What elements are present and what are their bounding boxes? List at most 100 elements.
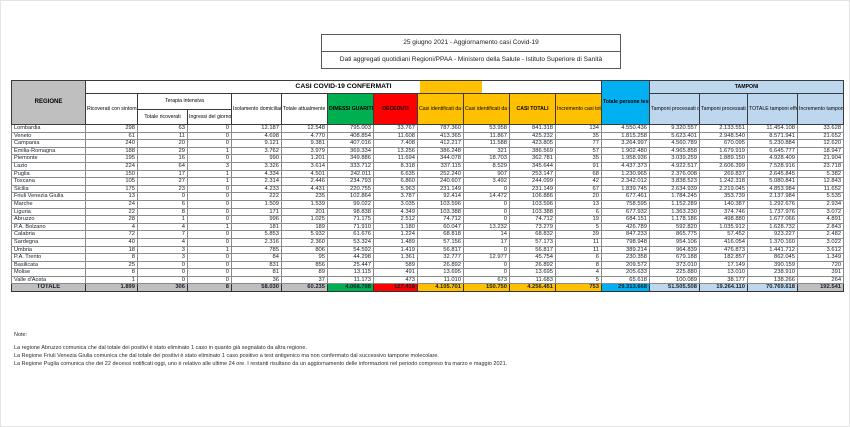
value-cell: 7 — [137, 230, 188, 239]
table-row: Campania 240 20 0 9.121 9.381 407.016 7.408 412.… — [11, 139, 845, 148]
value-cell: 4 — [555, 268, 602, 277]
table-row: Friuli Venezia Giulia 13 0 0 222 235 102.864 3.… — [11, 192, 845, 201]
value-cell: 103.388 — [509, 207, 556, 217]
totale-label-cell: TOTALE — [11, 283, 86, 293]
value-cell: 53.958 — [463, 124, 510, 133]
value-cell: 244.099 — [509, 177, 556, 186]
value-cell: 1.224 — [373, 230, 418, 239]
value-cell: 785 — [231, 245, 282, 255]
value-cell: 18.703 — [463, 154, 510, 163]
value-cell: 0 — [187, 207, 232, 217]
totale-value-cell: 58.030 — [231, 283, 282, 293]
value-cell: 25.447 — [327, 260, 374, 270]
value-cell: 150 — [85, 169, 138, 179]
value-cell: 1.737.976 — [747, 207, 798, 217]
value-cell: 230.358 — [601, 253, 650, 262]
table-row: Abruzzo 28 1 0 996 1.025 71.175 2.512 74.712 0 74.… — [11, 215, 845, 224]
value-cell: 71.910 — [327, 222, 374, 232]
value-cell: 0 — [137, 260, 188, 270]
value-cell: 4 — [137, 222, 188, 232]
value-cell: 134 — [555, 124, 602, 133]
value-cell: 2.446 — [281, 177, 328, 186]
totale-value-cell: 306 — [137, 283, 188, 293]
value-cell: 77 — [555, 139, 602, 148]
value-cell: 24 — [85, 199, 138, 209]
value-cell: 865.775 — [649, 230, 700, 239]
value-cell: 862.045 — [747, 253, 798, 262]
value-cell: 679.188 — [649, 253, 700, 262]
value-cell: 3 — [137, 245, 188, 255]
value-cell: 269.837 — [699, 169, 748, 179]
title-box: 25 giugno 2021 - Aggiornamento casi Covi… — [321, 34, 621, 69]
value-cell: 39 — [555, 230, 602, 239]
value-cell: 1 — [187, 146, 232, 156]
value-cell: 677.932 — [601, 207, 650, 217]
value-cell: 38.177 — [699, 275, 748, 285]
value-cell: 6.635 — [373, 169, 418, 179]
value-cell: 68.818 — [417, 230, 464, 239]
value-cell: 0 — [187, 253, 232, 262]
value-cell: 907 — [463, 169, 510, 179]
value-cell: 5.382 — [796, 169, 845, 179]
value-cell: 224 — [85, 161, 138, 171]
value-cell: 25 — [85, 260, 138, 270]
value-cell: 589 — [373, 260, 418, 270]
value-cell: 1 — [187, 177, 232, 186]
value-cell: 416.054 — [699, 237, 748, 247]
table-body: Lombardia 298 63 0 12.187 12.548 795.003 33.767… — [11, 124, 845, 293]
value-cell: 423.805 — [509, 139, 556, 148]
value-cell: 841.318 — [509, 124, 556, 133]
value-cell: 2.133.551 — [699, 124, 748, 133]
region-name-cell: Sicilia — [11, 184, 86, 194]
value-cell: 592.820 — [649, 222, 700, 232]
value-cell: 4.334 — [231, 169, 282, 179]
value-cell: 231.149 — [509, 184, 556, 194]
region-name-cell: Molise — [11, 268, 86, 277]
totale-value-cell: 127.418 — [373, 283, 418, 293]
value-cell: 60.047 — [417, 222, 464, 232]
value-cell: 0 — [137, 275, 188, 285]
value-cell: 8 — [555, 260, 602, 270]
header-regione: REGIONE — [11, 80, 86, 125]
value-cell: 37 — [281, 275, 328, 285]
value-cell: 1.677.066 — [747, 215, 798, 224]
value-cell: 1.292.676 — [747, 199, 798, 209]
value-cell: 181 — [231, 222, 282, 232]
header-tamponi: TAMPONI — [648, 80, 845, 94]
value-cell: 3.039.259 — [649, 154, 700, 163]
value-cell: 426.789 — [601, 222, 650, 232]
value-cell: 0 — [187, 192, 232, 201]
value-cell: 720 — [796, 260, 845, 270]
value-cell: 407.016 — [327, 139, 374, 148]
value-cell: 4.437.373 — [601, 161, 650, 171]
value-cell: 205.633 — [601, 268, 650, 277]
value-cell: 3.979 — [281, 146, 328, 156]
value-cell: 3.612 — [796, 245, 845, 255]
value-cell: 26.892 — [509, 260, 556, 270]
value-cell: 35 — [555, 131, 602, 141]
value-cell: 345.644 — [509, 161, 556, 171]
value-cell: 71.175 — [327, 215, 374, 224]
value-cell: 0 — [187, 275, 232, 285]
value-cell: 68 — [555, 169, 602, 179]
value-cell: 923.227 — [747, 230, 798, 239]
value-cell: 3.787 — [373, 192, 418, 201]
value-cell: 11 — [555, 245, 602, 255]
header-positivi: Totale attualmente positivi — [281, 93, 328, 125]
value-cell: 11.608 — [373, 131, 418, 141]
value-cell: 2.606.399 — [699, 161, 748, 171]
value-cell: 0 — [463, 215, 510, 224]
value-cell: 2.342.012 — [601, 177, 650, 186]
table-row: Liguria 22 8 0 171 201 98.838 4.349 103.388 0 103.… — [11, 207, 845, 217]
value-cell: 498.880 — [699, 215, 748, 224]
totale-value-cell: 8 — [187, 283, 232, 293]
totale-value-cell: 19.264.110 — [699, 283, 748, 293]
value-cell: 195 — [85, 154, 138, 163]
value-cell: 856 — [281, 260, 328, 270]
table-row: Emilia-Romagna 188 29 1 3.762 3.979 369.334 13.… — [11, 146, 845, 156]
value-cell: 2.360 — [281, 237, 328, 247]
value-cell: 27 — [137, 177, 188, 186]
value-cell: 13.256 — [373, 146, 418, 156]
header-casi-confermati: CASI COVID-19 CONFERMATI — [85, 80, 602, 94]
value-cell: 220.755 — [327, 184, 374, 194]
